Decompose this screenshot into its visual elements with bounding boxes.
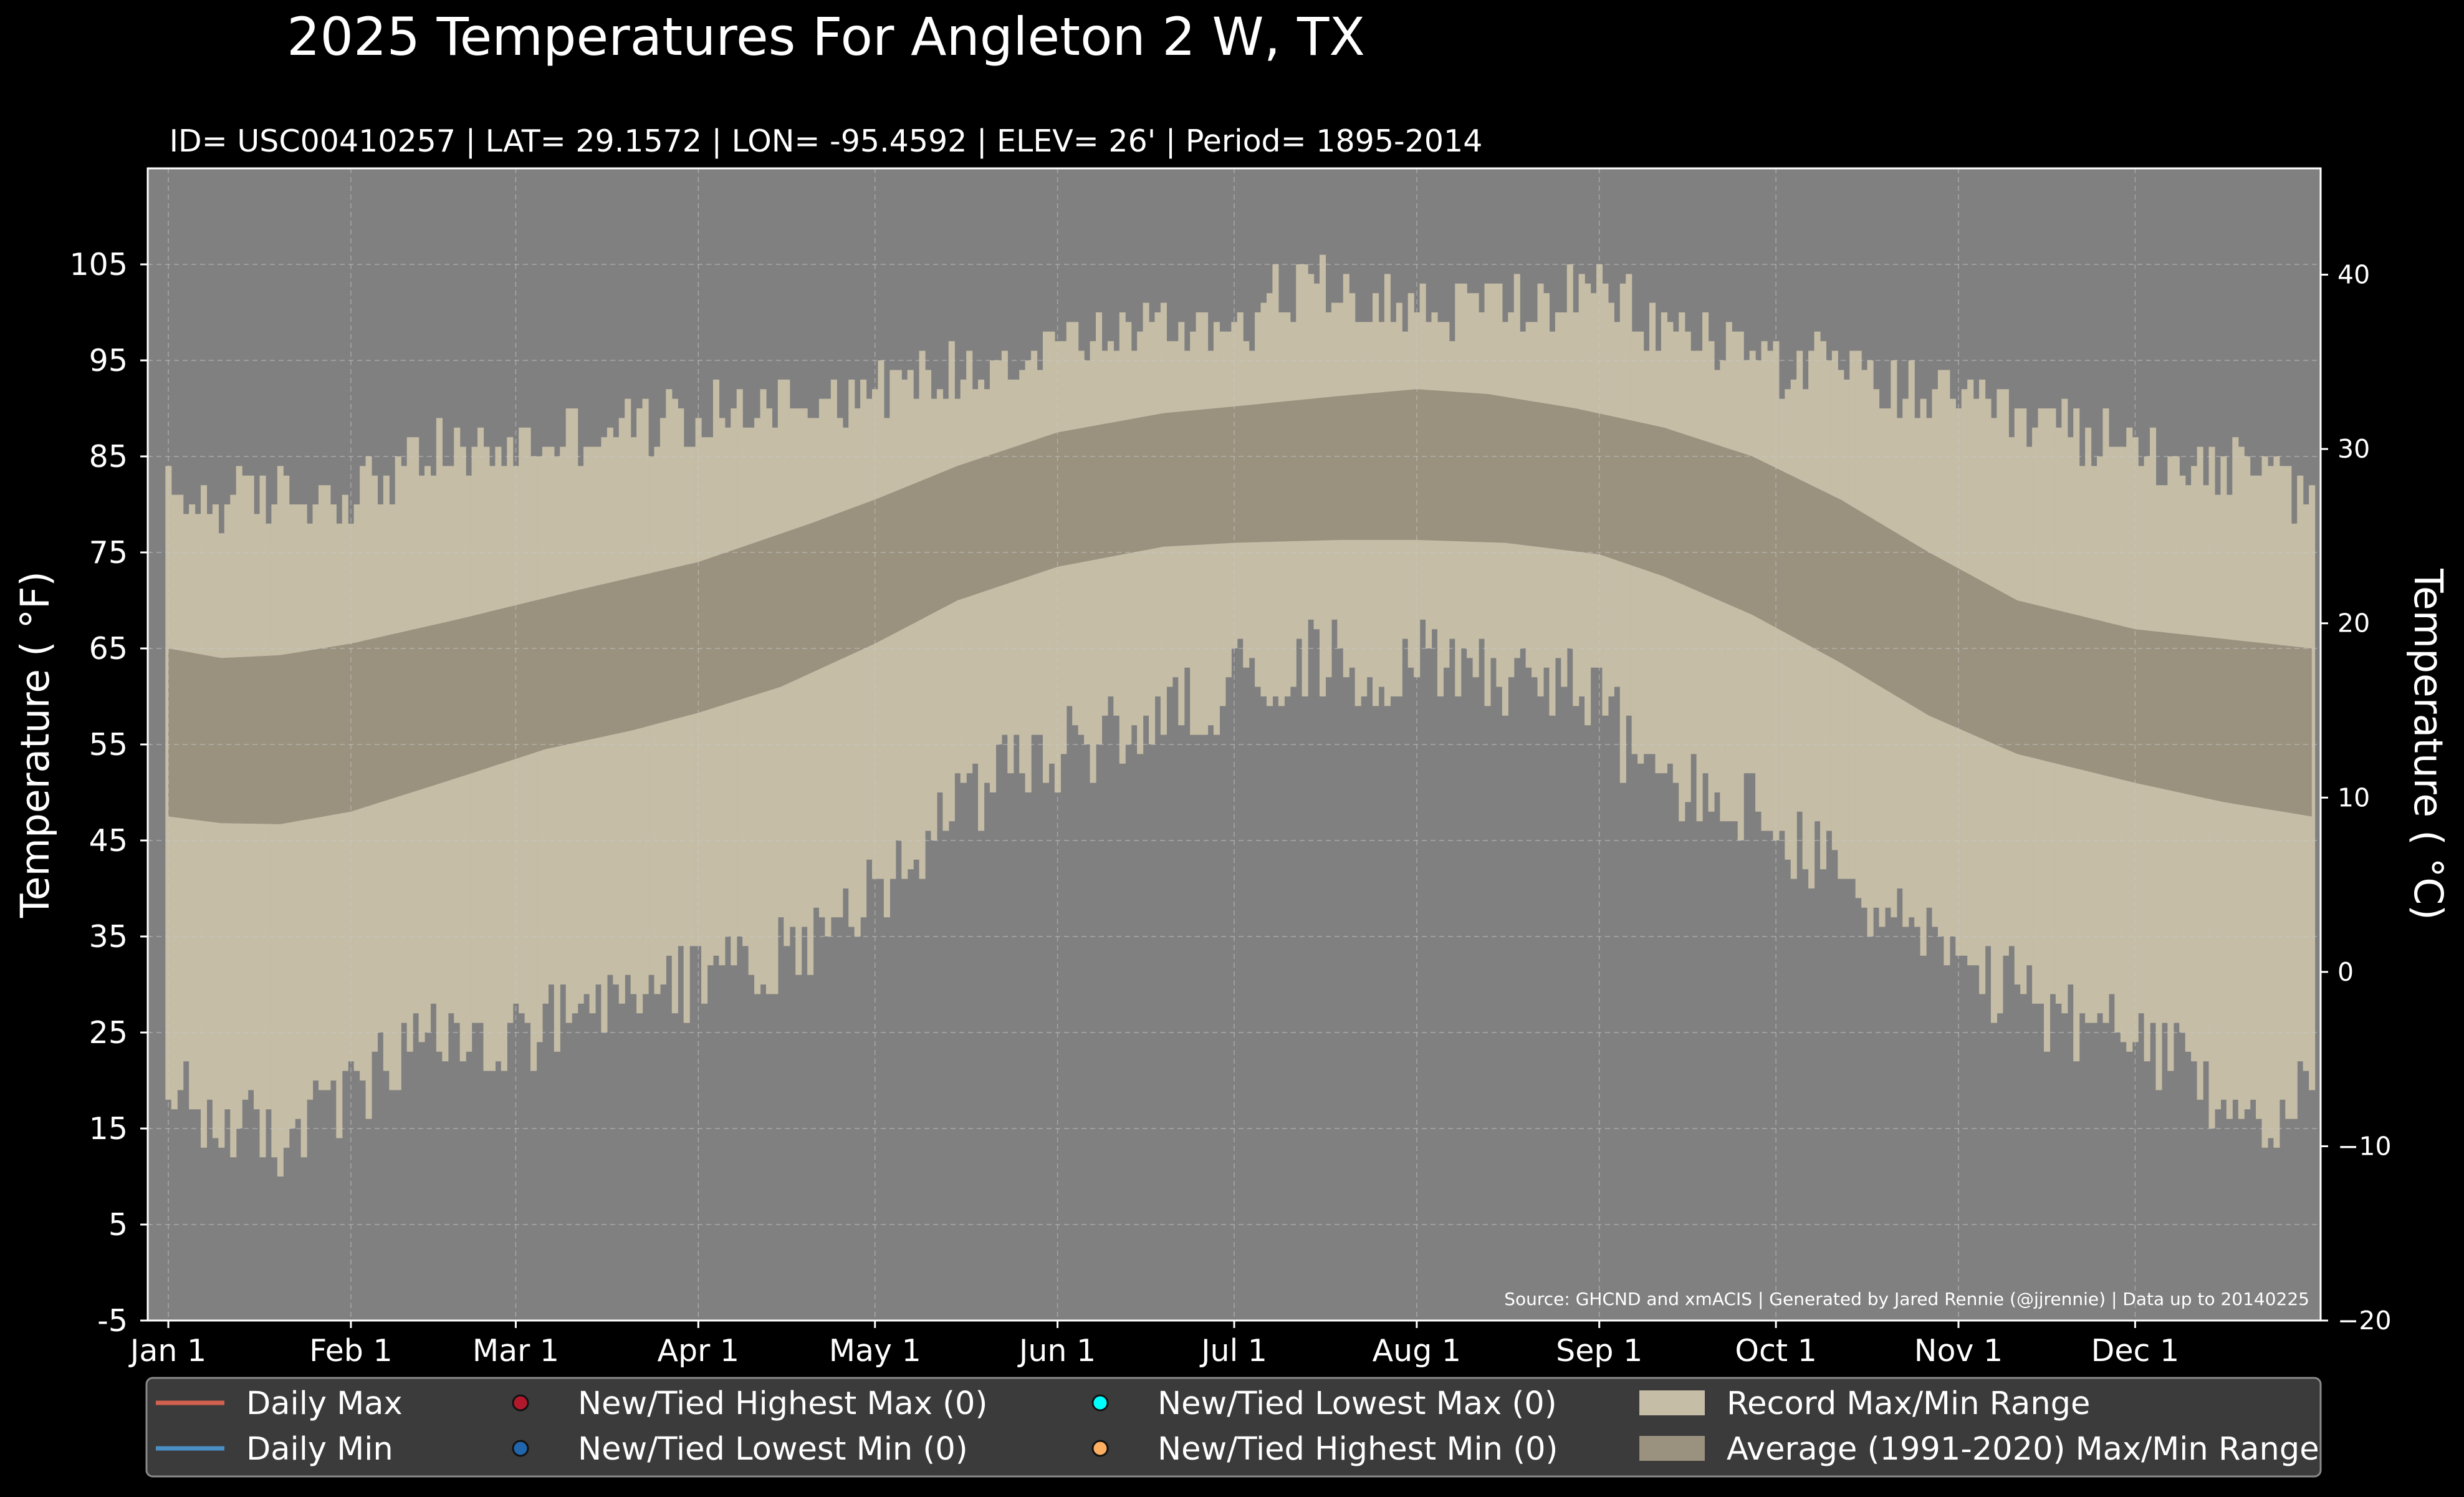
- record-range-bar: [842, 427, 849, 888]
- legend-swatch-marker: [512, 1440, 529, 1457]
- y-tick-label: 65: [89, 631, 128, 667]
- legend-swatch-patch: [1639, 1436, 1705, 1461]
- y2-tick-label: 20: [2337, 609, 2370, 638]
- y2-tick-label: 10: [2337, 782, 2370, 812]
- legend-swatch-marker: [1091, 1440, 1109, 1457]
- record-range-bar: [913, 398, 920, 860]
- y-tick-label: 25: [89, 1015, 128, 1051]
- y-tick-label: 75: [89, 535, 128, 570]
- y2-tick-label: 0: [2337, 957, 2354, 987]
- legend-swatch-patch: [1639, 1390, 1705, 1415]
- record-range-bar: [300, 504, 307, 1158]
- record-range-bar: [931, 398, 937, 840]
- y-tick-label: 35: [89, 919, 128, 955]
- record-range-bar: [942, 398, 949, 831]
- record-range-bar: [795, 408, 802, 975]
- record-range-bar: [765, 408, 772, 994]
- y-tick-label: 105: [69, 247, 128, 282]
- y-tick-label: 95: [89, 343, 128, 378]
- grid-lines: [148, 168, 2321, 1321]
- x-tick-label: Oct 1: [1735, 1333, 1816, 1369]
- record-range-bar: [2309, 485, 2316, 1090]
- y2-tick-label: 30: [2337, 434, 2370, 464]
- y-tick-label: 55: [89, 727, 128, 763]
- y-tick-label: 85: [89, 439, 128, 474]
- x-tick-label: Nov 1: [1914, 1333, 2003, 1369]
- left-y-axis: -5 5 15 25 35 45 55 65 75 85 95 105: [69, 247, 148, 1339]
- legend-label: New/Tied Highest Max (0): [578, 1385, 987, 1422]
- x-axis: Jan 1 Feb 1 Mar 1 Apr 1 May 1 Jun 1 Jul 1 Aug 1…: [128, 1321, 2179, 1369]
- record-range-bar: [807, 418, 814, 975]
- legend-label: Record Max/Min Range: [1727, 1385, 2090, 1422]
- record-range-bar: [754, 418, 761, 994]
- record-range-bar: [1054, 341, 1061, 792]
- y-tick-label: 15: [89, 1111, 128, 1147]
- chart-subtitle: ID= USC00410257 | LAT= 29.1572 | LON= -9…: [170, 123, 1483, 159]
- record-range-bar: [271, 504, 278, 1158]
- legend-swatch-marker: [1091, 1394, 1109, 1412]
- record-range-bar: [489, 466, 496, 1071]
- record-range-bar: [554, 456, 560, 1052]
- y-tick-label: 45: [89, 823, 128, 859]
- source-note: Source: GHCND and xmACIS | Generated by …: [1504, 1289, 2309, 1309]
- record-range-bar: [883, 418, 890, 918]
- record-range-bar: [2214, 494, 2221, 1110]
- record-range-bar: [854, 408, 861, 936]
- legend: Daily Max Daily Min New/Tied Highest Max (…: [145, 1377, 2322, 1478]
- x-tick-label: Feb 1: [309, 1333, 393, 1369]
- x-tick-label: Sep 1: [1556, 1333, 1642, 1369]
- record-range-bar: [978, 379, 985, 831]
- record-range-bar: [2226, 494, 2233, 1119]
- average-range-area: [168, 389, 2312, 824]
- record-range-bar: [825, 398, 832, 936]
- record-range-bar: [837, 418, 843, 918]
- x-tick-label: Dec 1: [2091, 1333, 2180, 1369]
- record-range-bar: [748, 427, 755, 975]
- legend-label: New/Tied Lowest Min (0): [578, 1431, 968, 1468]
- x-tick-label: Mar 1: [472, 1333, 559, 1369]
- right-y-axis: −20 −10 0 10 20 30 40: [2321, 260, 2392, 1336]
- legend-label: New/Tied Highest Min (0): [1158, 1431, 1558, 1468]
- y-tick-label: 5: [108, 1207, 128, 1243]
- legend-label: New/Tied Lowest Max (0): [1158, 1385, 1557, 1422]
- x-tick-label: May 1: [829, 1333, 921, 1369]
- chart-title: 2025 Temperatures For Angleton 2 W, TX: [287, 6, 1365, 67]
- y2-tick-label: −20: [2337, 1306, 2392, 1336]
- y2-axis-label: Temperature ( °C): [2405, 568, 2451, 920]
- legend-swatch-marker: [512, 1394, 529, 1412]
- y-axis-label: Temperature ( °F): [12, 571, 58, 918]
- y2-tick-label: 40: [2337, 260, 2370, 290]
- x-tick-label: Apr 1: [658, 1333, 740, 1369]
- legend-label: Average (1991-2020) Max/Min Range: [1727, 1431, 2319, 1468]
- x-tick-label: Jun 1: [1017, 1333, 1096, 1369]
- record-range-bar: [501, 466, 507, 1071]
- x-tick-label: Aug 1: [1373, 1333, 1461, 1369]
- record-range-bar: [701, 437, 708, 1004]
- y-tick-label: -5: [97, 1303, 128, 1339]
- y2-tick-label: −10: [2337, 1131, 2392, 1161]
- record-range-bar: [1090, 341, 1096, 783]
- record-range-bar: [336, 523, 343, 1138]
- legend-box: [145, 1377, 2322, 1478]
- record-range-bar: [901, 379, 908, 879]
- x-tick-label: Jan 1: [128, 1333, 206, 1369]
- average-range-band: [168, 389, 2312, 824]
- record-range-bar: [2291, 523, 2298, 1119]
- legend-label: Daily Max: [246, 1385, 403, 1422]
- record-range-bar: [683, 446, 690, 1023]
- x-tick-label: Jul 1: [1199, 1333, 1267, 1369]
- record-range-bar: [230, 494, 237, 1158]
- record-range-bar: [772, 427, 779, 994]
- legend-label: Daily Min: [246, 1431, 393, 1468]
- record-range-bar: [530, 456, 537, 1071]
